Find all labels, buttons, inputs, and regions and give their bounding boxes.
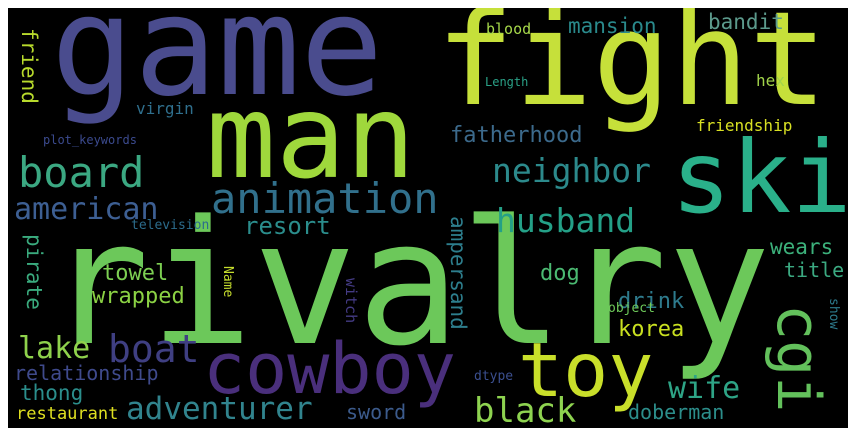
word-american: american [14,192,159,227]
word-television: television [131,218,210,233]
word-ampersand: ampersand [446,216,470,330]
word-black: black [474,391,577,428]
word-thong: thong [20,381,84,405]
word-drink: drink [618,289,685,314]
word-ski: ski [671,119,848,236]
word-witch: witch [342,278,360,324]
word-restaurant: restaurant [16,404,119,424]
word-resort: resort [244,212,331,240]
word-wife: wife [668,371,741,406]
word-toy: toy [518,326,654,414]
word-cgi: cgi [763,304,833,413]
word-friend: friend [17,28,41,104]
word-object: object [608,301,655,316]
word-wears: wears [770,235,834,259]
word-pirate: pirate [22,234,46,310]
word-neighbor: neighbor [492,151,651,190]
word-relationship: relationship [14,361,159,385]
word-animation: animation [211,174,439,223]
word-korea: korea [618,317,685,342]
word-towel: towel [102,261,169,286]
word-dog: dog [540,261,580,286]
word-fight: fight [436,8,828,135]
word-title: title [784,258,845,282]
word-virgin: virgin [136,99,194,118]
word-friendship: friendship [696,116,793,135]
word-fatherhood: fatherhood [450,123,583,148]
word-wrapped: wrapped [92,284,185,309]
word-lake: lake [18,331,91,366]
word-dtype: dtype [474,369,514,384]
word-length: Length [485,75,529,89]
word-blood: blood [486,20,532,38]
word-man: man [206,70,416,205]
word-mansion: mansion [568,14,657,38]
word-cowboy: cowboy [203,328,456,410]
word-boat: boat [108,327,200,371]
word-rivalry: rivalry [46,183,771,384]
word-hex: hex [756,71,785,90]
word-bandit: bandit [708,10,784,34]
word-sword: sword [346,400,407,424]
word-adventurer: adventurer [126,391,313,427]
word-doberman: doberman [628,400,725,424]
word-plot-keywords: plot_keywords [43,133,137,147]
word-cloud: game fight man ski rivalry toy cowboy cg… [8,8,848,428]
word-husband: husband [496,201,636,240]
word-game: game [51,8,384,127]
word-board: board [18,148,145,197]
word-show: show [826,298,841,330]
word-name: Name [220,266,235,298]
